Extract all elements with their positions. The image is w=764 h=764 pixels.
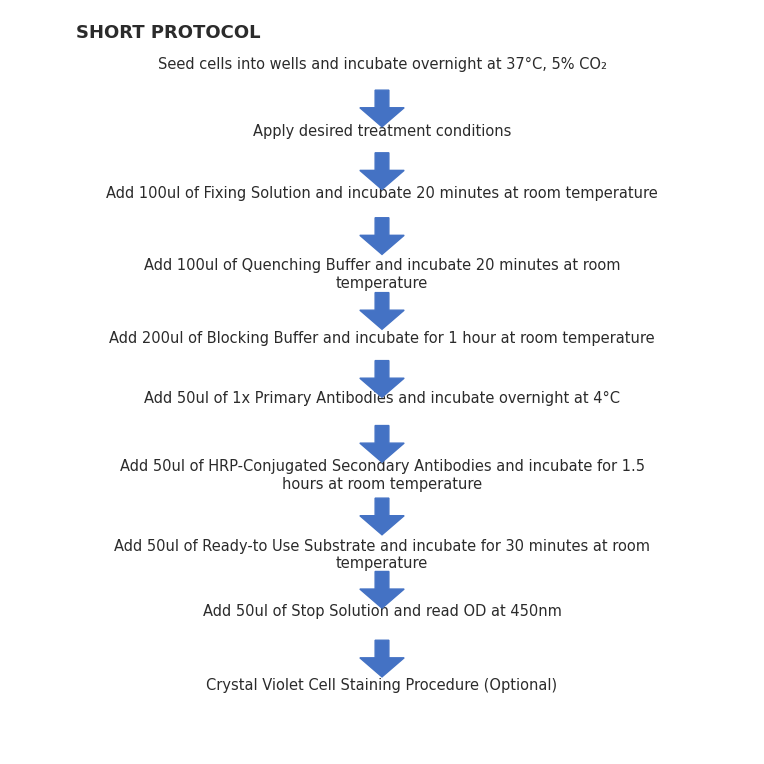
Text: Add 50ul of Stop Solution and read OD at 450nm: Add 50ul of Stop Solution and read OD at… [202, 604, 562, 619]
FancyArrow shape [360, 498, 404, 535]
Text: Seed cells into wells and incubate overnight at 37°C, 5% CO₂: Seed cells into wells and incubate overn… [157, 57, 607, 73]
FancyArrow shape [360, 426, 404, 462]
FancyArrow shape [360, 293, 404, 329]
Text: Add 50ul of 1x Primary Antibodies and incubate overnight at 4°C: Add 50ul of 1x Primary Antibodies and in… [144, 391, 620, 406]
FancyArrow shape [360, 153, 404, 189]
Text: Crystal Violet Cell Staining Procedure (Optional): Crystal Violet Cell Staining Procedure (… [206, 678, 558, 693]
Text: SHORT PROTOCOL: SHORT PROTOCOL [76, 24, 261, 43]
FancyArrow shape [360, 640, 404, 677]
FancyArrow shape [360, 90, 404, 127]
Text: Apply desired treatment conditions: Apply desired treatment conditions [253, 124, 511, 139]
FancyArrow shape [360, 571, 404, 608]
Text: Add 100ul of Fixing Solution and incubate 20 minutes at room temperature: Add 100ul of Fixing Solution and incubat… [106, 186, 658, 201]
Text: Add 100ul of Quenching Buffer and incubate 20 minutes at room
temperature: Add 100ul of Quenching Buffer and incuba… [144, 258, 620, 290]
FancyArrow shape [360, 361, 404, 397]
Text: Add 50ul of Ready-to Use Substrate and incubate for 30 minutes at room
temperatu: Add 50ul of Ready-to Use Substrate and i… [114, 539, 650, 571]
Text: Add 200ul of Blocking Buffer and incubate for 1 hour at room temperature: Add 200ul of Blocking Buffer and incubat… [109, 331, 655, 346]
FancyArrow shape [360, 218, 404, 254]
Text: Add 50ul of HRP-Conjugated Secondary Antibodies and incubate for 1.5
hours at ro: Add 50ul of HRP-Conjugated Secondary Ant… [119, 459, 645, 491]
